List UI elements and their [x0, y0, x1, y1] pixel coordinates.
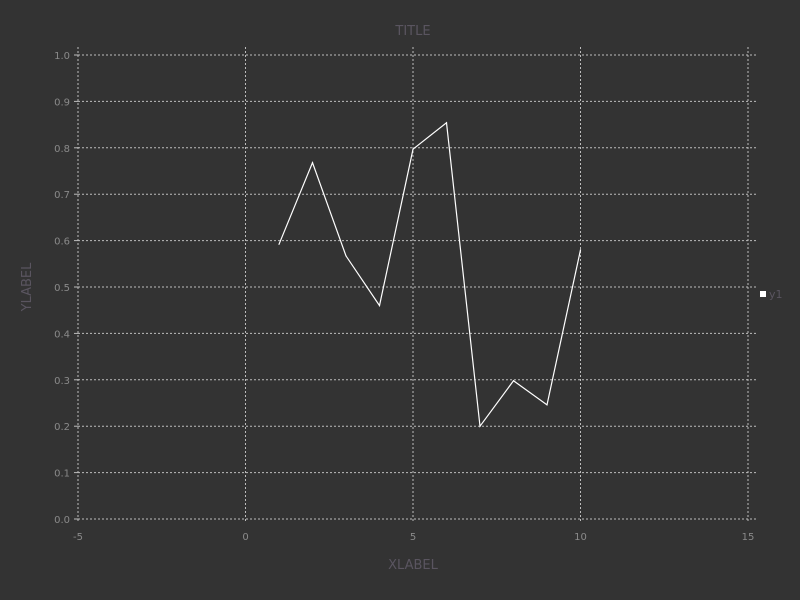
series-line-y1 [278, 121, 582, 428]
data-point [345, 255, 347, 257]
data-point [445, 122, 448, 124]
y-axis-label: YLABEL [20, 262, 35, 313]
data-point [412, 148, 414, 150]
y-tick-label: 0.1 [54, 469, 70, 480]
x-tick-label: -5 [73, 532, 83, 543]
x-tick-label: 5 [410, 532, 416, 543]
legend-label-y1: y1 [769, 288, 783, 301]
series-layer [278, 121, 582, 428]
y-tick-label: 1.0 [54, 51, 70, 62]
x-tick-label: 0 [242, 532, 248, 543]
y-tick-label: 0.0 [54, 515, 70, 526]
data-point [546, 404, 548, 406]
data-point [479, 425, 481, 427]
legend: y1 [760, 288, 783, 301]
grid [74, 47, 756, 523]
y-tick-label: 0.7 [54, 190, 70, 201]
x-axis-label: XLABEL [388, 558, 438, 573]
data-point [579, 249, 582, 251]
y-tick-label: 0.6 [54, 237, 70, 248]
data-point [512, 380, 515, 382]
data-point [278, 243, 280, 245]
y-tick-label: 0.3 [54, 376, 70, 387]
tick-labels: 0.0 0.1 0.2 0.3 0.4 0.5 0.6 0.7 0.8 0.9 1.0 -5 0 5 10 1… [54, 51, 754, 543]
legend-swatch-y1 [760, 291, 766, 297]
data-point [378, 304, 381, 307]
x-tick-label: 15 [742, 532, 755, 543]
y-tick-label: 0.5 [54, 283, 70, 294]
x-tick-label: 10 [574, 532, 587, 543]
y-tick-label: 0.8 [54, 144, 70, 155]
y-tick-label: 0.4 [54, 329, 70, 340]
chart-title: TITLE [394, 24, 430, 39]
y-tick-label: 0.2 [54, 422, 70, 433]
y-tick-label: 0.9 [54, 97, 70, 108]
data-point [311, 162, 314, 164]
